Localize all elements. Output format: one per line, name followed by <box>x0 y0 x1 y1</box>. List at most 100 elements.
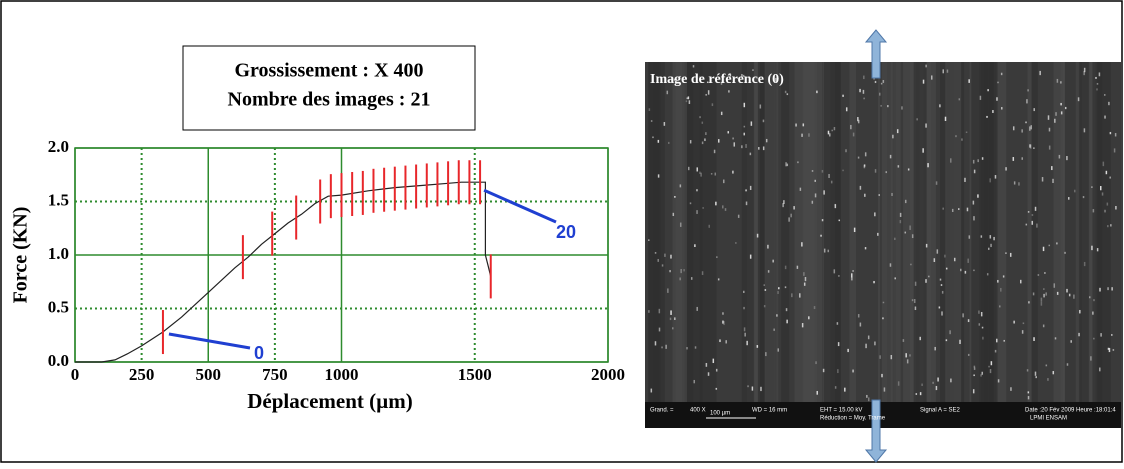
texture-speck <box>821 219 824 222</box>
texture-speck <box>973 169 976 174</box>
texture-speck <box>914 306 917 311</box>
texture-speck <box>973 365 976 368</box>
texture-speck <box>1113 148 1116 153</box>
texture-speck <box>842 94 844 97</box>
texture-speck <box>968 235 971 239</box>
texture-speck <box>744 332 746 337</box>
texture-speck <box>1013 181 1016 185</box>
texture-speck <box>910 263 912 266</box>
texture-speck <box>1108 347 1111 353</box>
texture-speck <box>712 358 715 364</box>
texture-speck <box>723 321 725 326</box>
texture-speck <box>964 177 966 182</box>
texture-speck <box>745 144 747 148</box>
texture-speck <box>760 386 762 392</box>
texture-speck <box>722 205 724 209</box>
texture-speck <box>987 89 989 92</box>
texture-speck <box>873 280 875 284</box>
texture-speck <box>931 75 933 80</box>
texture-speck <box>1083 261 1086 267</box>
texture-speck <box>1056 242 1058 245</box>
texture-speck <box>718 139 720 143</box>
texture-speck <box>674 317 676 320</box>
texture-speck <box>922 79 925 84</box>
texture-speck <box>989 369 992 374</box>
texture-speck <box>964 270 967 274</box>
texture-speck <box>1060 81 1062 84</box>
texture-speck <box>1109 131 1112 135</box>
texture-speck <box>992 110 994 113</box>
texture-speck <box>763 284 766 287</box>
texture-streak <box>764 62 779 402</box>
texture-speck <box>765 138 768 143</box>
texture-speck <box>674 196 676 198</box>
arrow-down <box>864 399 888 463</box>
texture-speck <box>968 79 970 83</box>
image-footer-text: WD = 16 mm <box>752 408 787 414</box>
texture-speck <box>988 365 990 368</box>
texture-speck <box>967 319 970 323</box>
texture-speck <box>1101 192 1104 196</box>
texture-speck <box>1032 292 1035 296</box>
texture-speck <box>863 97 865 100</box>
y-tick-label: 0.0 <box>48 351 69 370</box>
info-line: Nombre des images : 21 <box>228 89 431 111</box>
texture-speck <box>1031 214 1034 217</box>
texture-speck <box>966 207 969 212</box>
texture-speck <box>764 289 767 291</box>
texture-speck <box>981 326 984 329</box>
texture-speck <box>773 328 775 331</box>
texture-speck <box>867 335 870 340</box>
texture-speck <box>743 290 745 294</box>
x-tick-label: 1500 <box>458 365 492 384</box>
texture-speck <box>1048 244 1051 247</box>
texture-speck <box>938 306 941 309</box>
texture-speck <box>822 368 825 373</box>
texture-speck <box>728 90 730 93</box>
texture-speck <box>864 247 867 250</box>
texture-speck <box>765 352 767 357</box>
texture-speck <box>1018 182 1020 186</box>
texture-speck <box>1040 301 1043 306</box>
texture-speck <box>940 284 943 286</box>
texture-speck <box>989 235 992 239</box>
texture-speck <box>670 310 672 315</box>
texture-speck <box>909 354 911 357</box>
texture-speck <box>1064 251 1066 254</box>
texture-speck <box>733 142 736 147</box>
texture-speck <box>799 293 801 298</box>
texture-speck <box>1112 349 1115 351</box>
texture-speck <box>1096 248 1099 252</box>
texture-speck <box>994 349 997 353</box>
texture-speck <box>1053 283 1056 288</box>
y-tick-label: 1.5 <box>48 190 69 209</box>
texture-speck <box>1052 178 1054 184</box>
texture-speck <box>666 90 669 95</box>
texture-speck <box>715 368 718 372</box>
texture-speck <box>863 165 866 169</box>
texture-speck <box>701 141 704 145</box>
texture-speck <box>883 387 886 392</box>
texture-speck <box>950 378 952 383</box>
texture-speck <box>742 74 745 77</box>
texture-speck <box>986 273 989 276</box>
texture-speck <box>844 387 846 392</box>
texture-speck <box>714 172 717 176</box>
texture-speck <box>663 122 666 126</box>
texture-speck <box>901 106 903 110</box>
texture-speck <box>669 270 671 273</box>
texture-speck <box>1107 347 1110 350</box>
texture-speck <box>657 139 660 143</box>
texture-speck <box>788 217 790 222</box>
texture-speck <box>762 146 765 151</box>
texture-speck <box>751 386 754 391</box>
texture-speck <box>838 219 841 222</box>
texture-speck <box>944 116 947 121</box>
texture-speck <box>729 73 732 77</box>
texture-speck <box>845 149 847 153</box>
texture-speck <box>705 132 707 135</box>
texture-speck <box>850 124 852 130</box>
texture-speck <box>853 227 856 233</box>
texture-speck <box>816 90 818 94</box>
texture-speck <box>732 170 734 174</box>
